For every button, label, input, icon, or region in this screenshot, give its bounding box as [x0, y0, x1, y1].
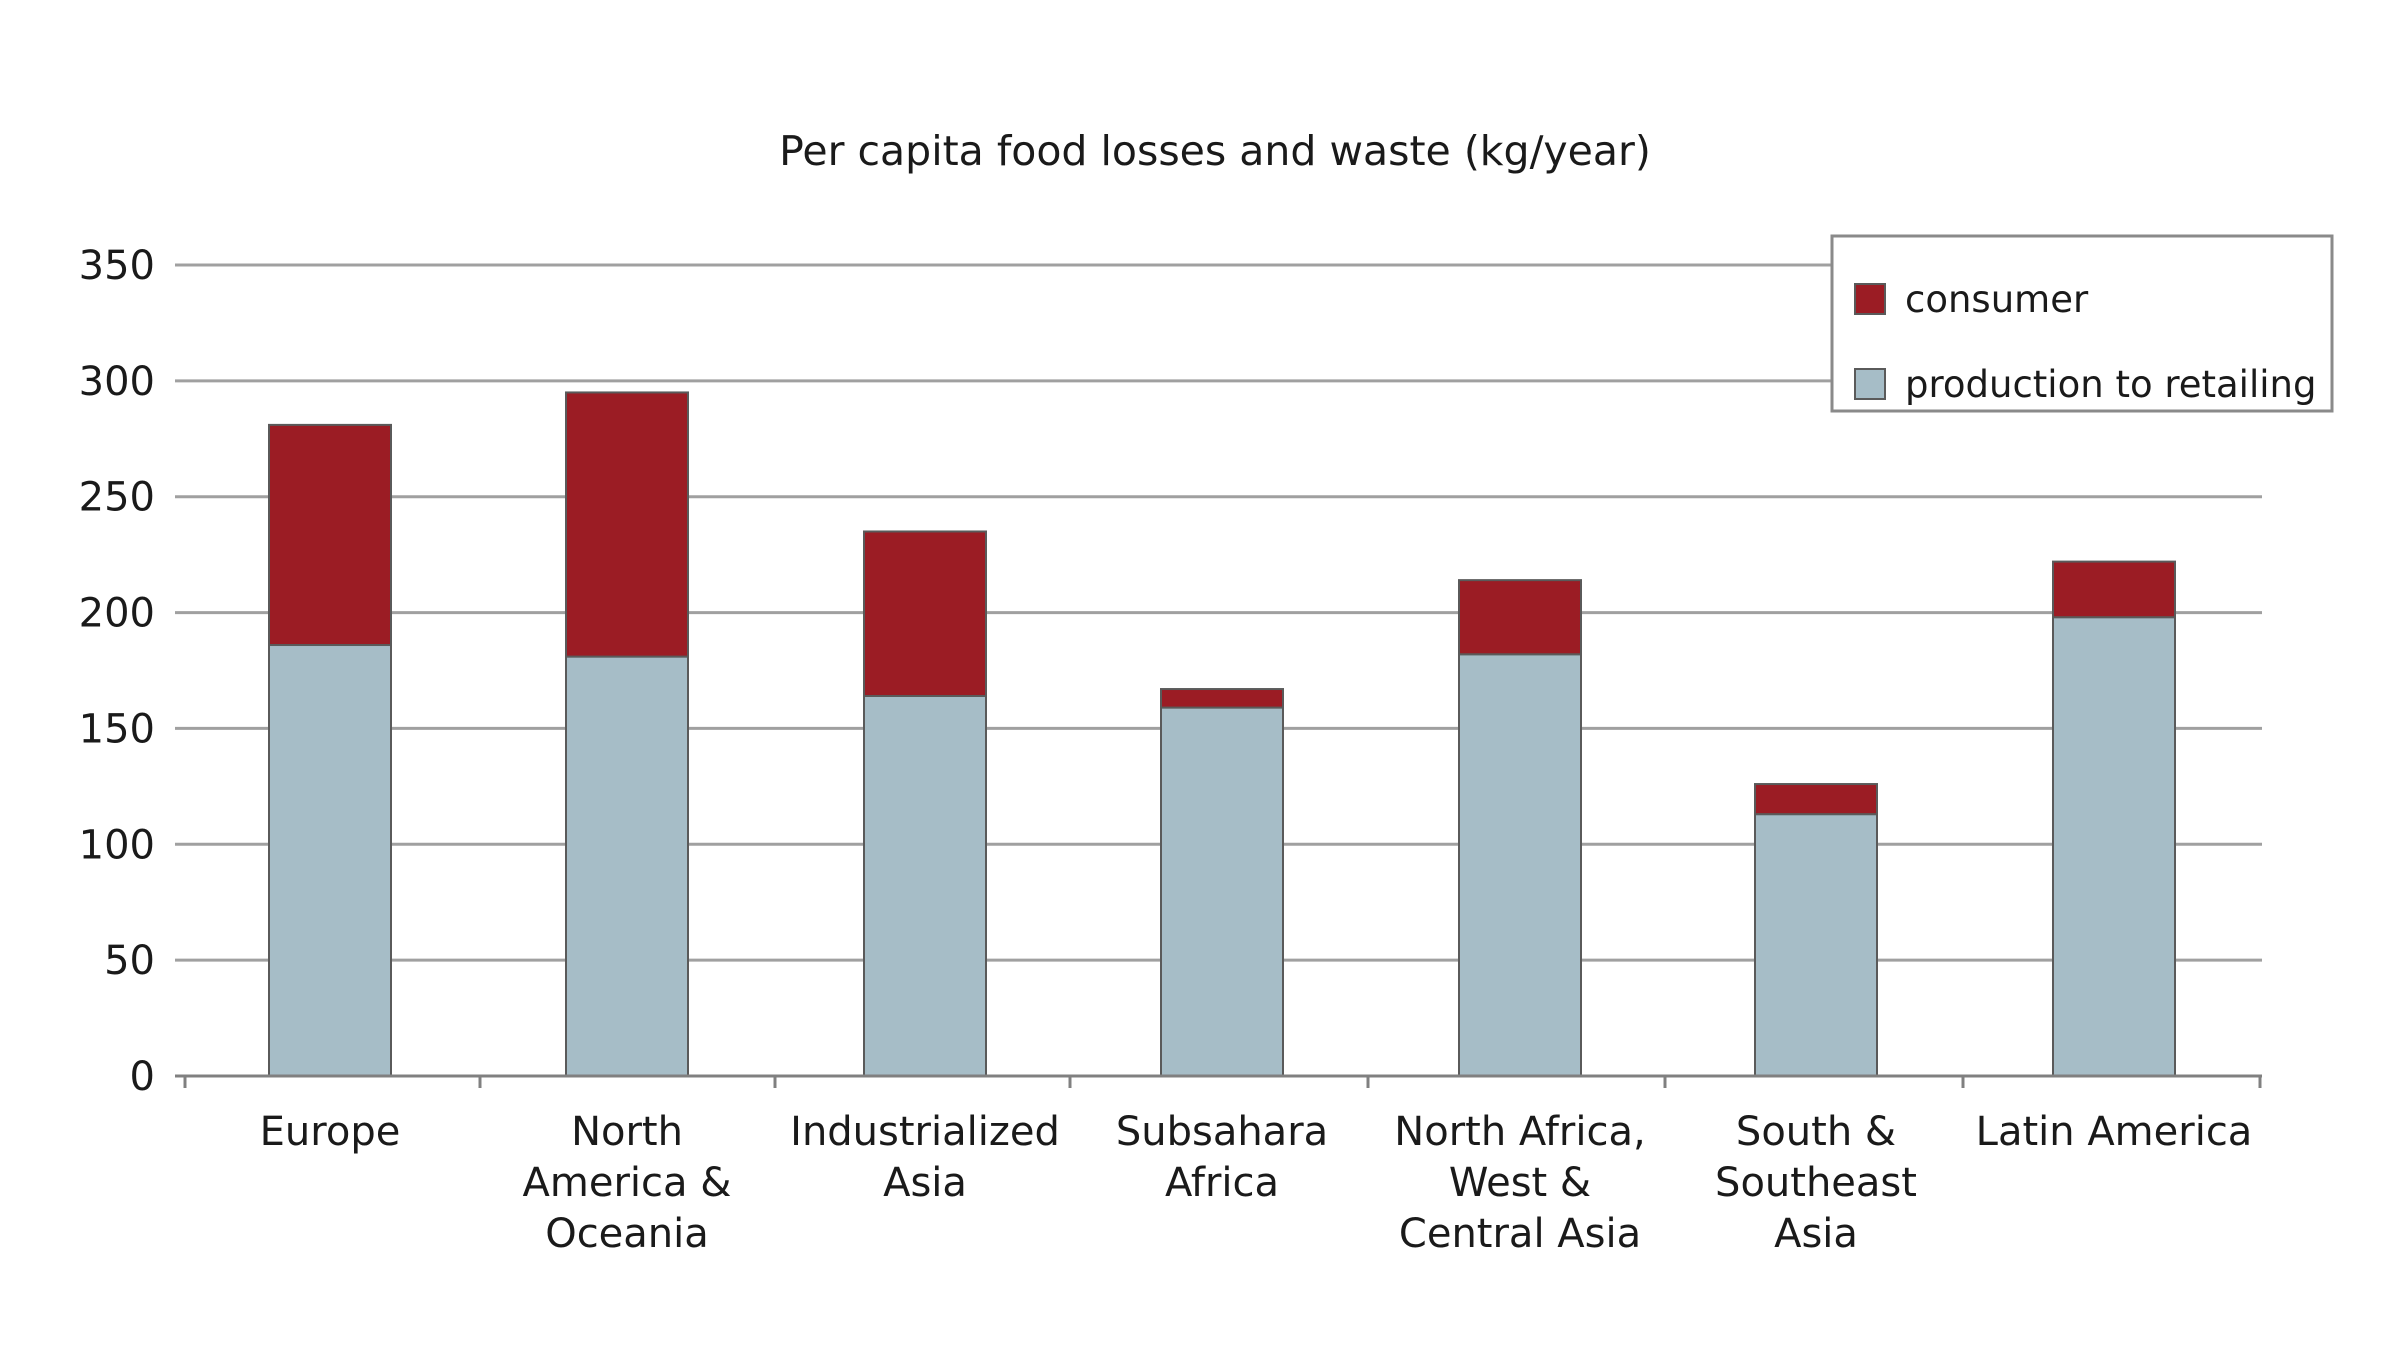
- bar-production-to-retailing-2: [863, 694, 987, 1077]
- bar-production-to-retailing-5: [1754, 813, 1878, 1077]
- y-tick-label: 300: [79, 359, 155, 405]
- bar-production-to-retailing-3: [1160, 706, 1284, 1077]
- bar-consumer-0: [268, 423, 392, 647]
- y-tick-label: 250: [79, 475, 155, 521]
- bar-production-to-retailing-1: [565, 655, 689, 1078]
- x-category-label: North Africa, West & Central Asia: [1394, 1109, 1645, 1257]
- x-category-label: South & Southeast Asia: [1715, 1109, 1917, 1257]
- legend-swatch: [1854, 283, 1886, 315]
- chart-title: Per capita food losses and waste (kg/yea…: [779, 127, 1651, 175]
- legend-label: consumer: [1905, 278, 2089, 321]
- y-tick-label: 0: [130, 1054, 155, 1100]
- x-axis: [175, 1074, 2262, 1088]
- x-category-label: Subsahara Africa: [1116, 1109, 1328, 1206]
- bars: [268, 391, 2176, 1078]
- x-category-label: Latin America: [1976, 1109, 2253, 1155]
- y-tick-label: 50: [104, 938, 155, 984]
- y-axis-ticks: 0 50 100 150 200 250 300 350: [79, 243, 155, 1100]
- legend-box: [1830, 234, 2334, 413]
- y-tick-label: 350: [79, 243, 155, 289]
- bar-consumer-6: [2052, 560, 2176, 619]
- bar-production-to-retailing-4: [1458, 653, 1582, 1078]
- bar-consumer-4: [1458, 579, 1582, 656]
- bar-production-to-retailing-0: [268, 644, 392, 1077]
- bar-production-to-retailing-6: [2052, 616, 2176, 1077]
- y-tick-label: 100: [79, 822, 155, 868]
- legend: consumer production to retailing: [1830, 234, 2334, 413]
- x-category-label: Europe: [260, 1109, 401, 1155]
- x-axis-categories: Europe North America & Oceania Industrialize…: [260, 1109, 2253, 1257]
- bar-consumer-1: [565, 391, 689, 658]
- legend-swatch: [1854, 368, 1886, 400]
- y-tick-label: 200: [79, 591, 155, 637]
- legend-label: production to retailing: [1905, 363, 2316, 406]
- y-tick-label: 150: [79, 706, 155, 752]
- bar-consumer-3: [1160, 688, 1284, 709]
- x-category-label: North America & Oceania: [523, 1109, 732, 1257]
- bar-consumer-2: [863, 530, 987, 697]
- bar-consumer-5: [1754, 783, 1878, 816]
- x-category-label: Industrialized Asia: [790, 1109, 1060, 1206]
